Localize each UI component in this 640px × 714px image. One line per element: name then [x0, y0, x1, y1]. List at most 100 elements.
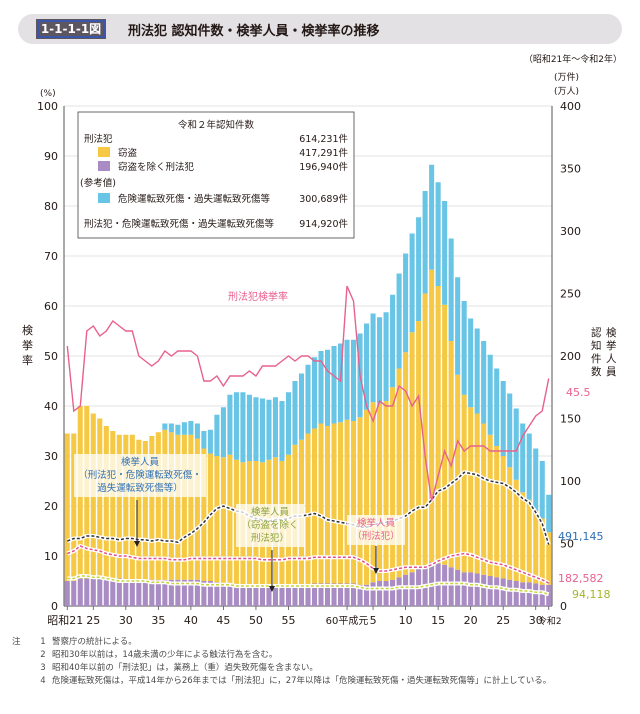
legend-label-penal: 刑法犯 [84, 133, 113, 145]
bar-nontheft [227, 583, 233, 606]
bar-nontheft [351, 583, 357, 606]
bar-nontheft [71, 581, 77, 606]
annotation-arrest-penal-arrowhead [373, 568, 379, 574]
bar-traffic [324, 349, 331, 426]
bar-theft [97, 418, 103, 579]
bar-nontheft [455, 569, 461, 606]
bar-traffic [175, 424, 181, 435]
left-axis-tick-label: 50 [44, 350, 58, 363]
bar-nontheft [396, 577, 402, 606]
right-axis-tick-label: 400 [560, 100, 581, 113]
bar-nontheft [513, 581, 519, 606]
bar-theft [175, 434, 181, 580]
left-axis-tick-label: 10 [44, 550, 58, 563]
bar-nontheft [324, 583, 331, 606]
bar-nontheft [285, 586, 292, 606]
bar-theft [311, 428, 318, 584]
bar-nontheft [149, 579, 155, 606]
bar-traffic [364, 323, 370, 410]
right-axis-tick-label: 0 [560, 600, 567, 613]
bar-traffic [526, 433, 532, 500]
bar-theft [494, 446, 500, 578]
x-tick-label: 5 [370, 614, 377, 627]
left-axis-unit: (%) [40, 89, 56, 99]
bar-theft [455, 374, 461, 570]
bar-traffic [403, 253, 409, 353]
bar-nontheft [344, 583, 350, 606]
bar-traffic [377, 317, 383, 404]
bar-theft [468, 407, 474, 573]
right-axis-tick-label: 300 [560, 225, 581, 238]
annotation-arrest-penal-bg [347, 515, 405, 545]
bar-traffic [253, 397, 259, 461]
note-text: 警察庁の統計による。 [52, 637, 137, 647]
bar-nontheft [448, 567, 454, 606]
bar-theft [481, 423, 487, 575]
right-axis-title-char: 検 [606, 326, 617, 339]
bar-theft [461, 394, 467, 573]
left-axis-tick-label: 70 [44, 250, 58, 263]
bar-nontheft [500, 578, 506, 606]
bar-nontheft [97, 578, 103, 606]
bar-nontheft [507, 579, 513, 606]
chart-title: 刑法犯 認知件数・検挙人員・検挙率の推移 [128, 24, 380, 39]
x-tick-label: 50 [249, 614, 263, 627]
bar-nontheft [77, 578, 83, 606]
bar-theft [422, 293, 428, 566]
bar-theft [162, 429, 168, 580]
bar-traffic [168, 423, 174, 433]
bar-traffic [468, 318, 474, 408]
left-axis-title-char: 挙 [22, 339, 33, 352]
x-tick-label: 40 [184, 614, 198, 627]
bar-theft [201, 448, 207, 581]
bar-nontheft [337, 583, 344, 606]
bar-nontheft [84, 578, 90, 606]
legend-label-nontheft: 窃盗を除く刑法犯 [118, 161, 195, 173]
legend-label-traffic: 危険運転致死傷・過失運転致死傷等 [118, 193, 271, 205]
annotation-clearance-rate: 刑法犯検挙率 [228, 290, 288, 303]
bar-traffic [507, 393, 513, 468]
right-axis-title-char: 認 [591, 326, 602, 339]
bar-nontheft [487, 576, 493, 606]
bar-nontheft [403, 574, 409, 606]
right-axis-title-char: 知 [591, 339, 602, 352]
annotation-arrest-all-line: （刑法犯・危険運転致死傷・ [78, 469, 202, 481]
bar-nontheft [390, 579, 396, 606]
bar-nontheft [253, 586, 259, 606]
bar-traffic [181, 422, 187, 435]
bar-traffic [240, 392, 246, 463]
bar-traffic [513, 408, 519, 480]
right-axis-title-char: 挙 [606, 339, 617, 352]
legend-value-nontheft: 196,940件 [299, 161, 348, 173]
bar-theft [123, 434, 129, 580]
bar-nontheft [207, 581, 213, 606]
left-axis-tick-label: 100 [37, 100, 58, 113]
bar-nontheft [370, 582, 376, 606]
bar-nontheft [110, 578, 116, 606]
note-text: 危険運転致死傷は，平成14年から26年までは「刑法犯」に，27年以降は「危険運転… [52, 676, 552, 686]
legend-value-penal: 614,231件 [299, 133, 348, 145]
legend-value-theft: 417,291件 [299, 147, 348, 159]
bar-nontheft [220, 583, 226, 606]
bar-nontheft [494, 577, 500, 606]
x-tick-label: 10 [399, 614, 413, 627]
x-tick-label: 60平成元 [326, 615, 369, 627]
bar-theft [390, 387, 396, 580]
end-label-arrest-penal: 182,582 [558, 572, 604, 585]
annotation-arrest-nontheft-line: 刑法犯） [251, 532, 289, 544]
bar-theft [331, 423, 337, 584]
bar-nontheft [194, 579, 200, 606]
figure-number-badge: 1-1-1-1図 [36, 19, 106, 39]
bar-theft [546, 532, 552, 585]
bar-theft [409, 332, 415, 573]
end-label-arrest-nontheft: 94,118 [572, 588, 611, 601]
note-row: 3 昭和40年以前の「刑法犯」は，業務上（重）過失致死傷を含まない。 [12, 662, 628, 675]
end-label-arrest-all: 491,145 [558, 530, 604, 543]
annotation-arrest-penal-line: （刑法犯） [352, 530, 400, 542]
bar-traffic [455, 277, 461, 375]
bar-traffic [214, 414, 220, 456]
bar-nontheft [520, 582, 526, 606]
bar-traffic [305, 364, 311, 434]
line-arrest-all [67, 471, 550, 545]
bar-traffic [546, 494, 552, 533]
